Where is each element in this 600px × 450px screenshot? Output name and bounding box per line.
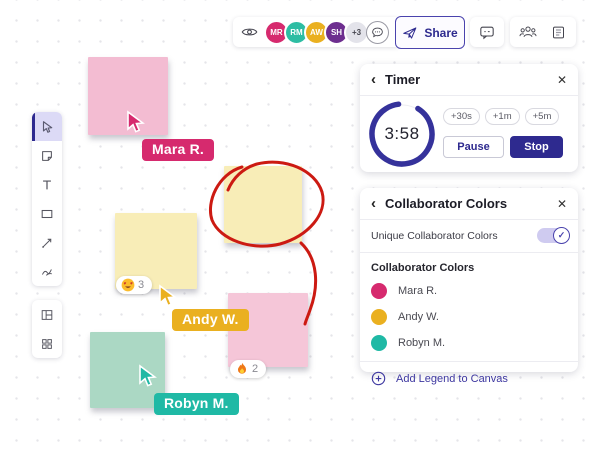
add-1m-button[interactable]: +1m bbox=[484, 108, 520, 125]
scribble-icon bbox=[42, 268, 52, 276]
add-legend-label: Add Legend to Canvas bbox=[396, 372, 508, 385]
tool-arrow[interactable] bbox=[32, 228, 62, 257]
chat-bubble-button[interactable] bbox=[366, 20, 389, 44]
color-swatch bbox=[371, 335, 387, 351]
tool-text[interactable] bbox=[32, 170, 62, 199]
rectangle-icon bbox=[41, 209, 53, 218]
back-chevron-icon[interactable]: ‹ bbox=[371, 71, 376, 88]
timer-progress-ring bbox=[369, 101, 435, 167]
timer-increments: +30s +1m +5m bbox=[443, 108, 560, 125]
reaction-badge-heart-eyes[interactable]: 3 bbox=[116, 276, 153, 294]
speech-bubble-icon bbox=[372, 27, 383, 37]
unique-colors-toggle[interactable]: ✓ bbox=[537, 226, 570, 244]
tool-palette-secondary bbox=[32, 300, 62, 358]
heart-eyes-emoji-icon bbox=[121, 278, 135, 292]
plus-circle-icon bbox=[371, 371, 386, 386]
timer-title: Timer bbox=[385, 72, 421, 87]
tool-pen[interactable] bbox=[32, 257, 62, 286]
sticky-note-teal[interactable] bbox=[90, 332, 165, 408]
reaction-count: 3 bbox=[138, 279, 145, 291]
color-swatch bbox=[371, 309, 387, 325]
notes-button[interactable] bbox=[546, 20, 570, 44]
tool-frame[interactable] bbox=[32, 300, 62, 329]
avatar-overflow[interactable]: +3 bbox=[344, 19, 369, 45]
collaborator-name: Andy W. bbox=[398, 311, 439, 323]
add-5m-button[interactable]: +5m bbox=[524, 108, 560, 125]
collaborator-colors-section-label: Collaborator Colors bbox=[371, 262, 475, 274]
close-icon[interactable]: ✕ bbox=[556, 196, 567, 211]
timer-panel: ‹ Timer ✕ 3:58 +30s +1m +5m Pause Stop bbox=[360, 64, 578, 172]
stop-button[interactable]: Stop bbox=[510, 136, 563, 158]
presence-panel: MR RM AW SH +3 bbox=[233, 17, 401, 47]
document-icon bbox=[552, 26, 564, 38]
unique-colors-label: Unique Collaborator Colors bbox=[371, 229, 498, 242]
cursor-icon bbox=[42, 120, 53, 133]
close-icon[interactable]: ✕ bbox=[556, 72, 567, 87]
tool-apps-grid[interactable] bbox=[32, 329, 62, 358]
frame-layout-icon bbox=[41, 309, 53, 320]
toggle-knob-check-icon: ✓ bbox=[553, 226, 570, 244]
comment-button[interactable] bbox=[475, 20, 499, 44]
participants-button[interactable] bbox=[516, 20, 540, 44]
paper-plane-icon bbox=[403, 26, 417, 39]
tool-sticky-note[interactable] bbox=[32, 141, 62, 170]
add-30s-button[interactable]: +30s bbox=[443, 108, 480, 125]
text-icon bbox=[43, 179, 51, 189]
collaborator-row: Andy W. bbox=[360, 304, 578, 330]
tool-select[interactable] bbox=[32, 112, 62, 141]
tool-palette bbox=[32, 112, 62, 286]
reaction-count: 2 bbox=[252, 363, 259, 375]
cursor-robyn-icon bbox=[139, 364, 157, 387]
collaborator-row: Mara R. bbox=[360, 278, 578, 304]
cursor-label-andy: Andy W. bbox=[172, 309, 249, 331]
arrow-icon bbox=[42, 238, 52, 248]
fire-emoji-icon bbox=[237, 362, 247, 374]
sticky-note-icon bbox=[42, 150, 52, 161]
color-swatch bbox=[371, 283, 387, 299]
avatar-stack: MR RM AW SH +3 bbox=[264, 19, 389, 45]
comment-icon bbox=[480, 26, 494, 39]
add-legend-button[interactable]: Add Legend to Canvas bbox=[360, 361, 578, 395]
pause-button[interactable]: Pause bbox=[443, 136, 504, 158]
collaborator-name: Robyn M. bbox=[398, 337, 446, 349]
comment-panel bbox=[470, 17, 504, 47]
people-group-icon bbox=[519, 26, 537, 38]
collaborator-colors-header: ‹ Collaborator Colors ✕ bbox=[360, 188, 578, 220]
reaction-badge-fire[interactable]: 2 bbox=[230, 360, 267, 378]
eye-icon[interactable] bbox=[241, 26, 258, 38]
cursor-label-mara: Mara R. bbox=[142, 139, 214, 161]
cursor-mara-icon bbox=[127, 110, 145, 133]
sticky-note-yellow-circled[interactable] bbox=[224, 166, 302, 243]
tool-shape[interactable] bbox=[32, 199, 62, 228]
misc-panel bbox=[510, 17, 576, 47]
share-label: Share bbox=[424, 25, 458, 40]
share-button[interactable]: Share bbox=[395, 16, 465, 49]
timer-header: ‹ Timer ✕ bbox=[360, 64, 578, 96]
cursor-andy-icon bbox=[159, 284, 177, 307]
back-chevron-icon[interactable]: ‹ bbox=[371, 195, 376, 212]
grid-icon bbox=[42, 338, 52, 349]
collaborator-colors-title: Collaborator Colors bbox=[385, 196, 508, 211]
collaborator-name: Mara R. bbox=[398, 285, 438, 297]
cursor-label-robyn: Robyn M. bbox=[154, 393, 239, 415]
collaborator-colors-panel: ‹ Collaborator Colors ✕ Unique Collabora… bbox=[360, 188, 578, 386]
timer-time: 3:58 bbox=[384, 124, 420, 143]
collaborator-row: Robyn M. bbox=[360, 330, 578, 356]
